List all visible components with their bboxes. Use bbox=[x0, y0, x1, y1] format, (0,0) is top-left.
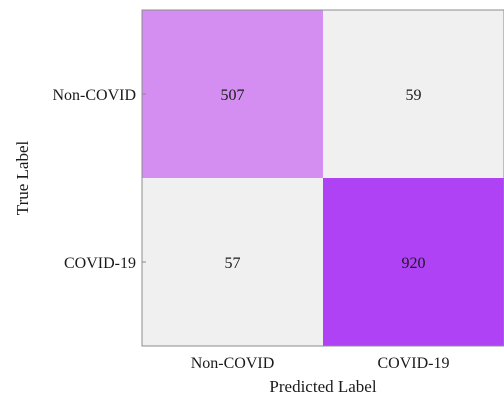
x-tick-labels: Non-COVID COVID-19 bbox=[191, 355, 450, 372]
heatmap-cell bbox=[323, 178, 504, 346]
x-tick-label: Non-COVID bbox=[191, 355, 275, 372]
y-tick-labels: Non-COVID COVID-19 bbox=[52, 87, 146, 272]
heatmap-cells: 507 59 57 920 bbox=[142, 10, 504, 346]
cell-value-label: 507 bbox=[221, 87, 245, 104]
cell-value-label: 59 bbox=[406, 87, 422, 104]
heatmap-cell bbox=[142, 178, 323, 346]
heatmap-cell bbox=[142, 10, 323, 178]
y-tick-label: Non-COVID bbox=[52, 87, 136, 104]
plot-frame bbox=[141, 9, 504, 347]
x-tick-label: COVID-19 bbox=[378, 355, 450, 372]
heatmap-cell bbox=[323, 10, 504, 178]
y-axis-label: True Label bbox=[13, 141, 32, 216]
cell-value-label: 920 bbox=[402, 255, 426, 272]
cell-value-label: 57 bbox=[225, 255, 241, 272]
y-tick-label: COVID-19 bbox=[64, 255, 136, 272]
x-axis-label: Predicted Label bbox=[269, 377, 376, 396]
